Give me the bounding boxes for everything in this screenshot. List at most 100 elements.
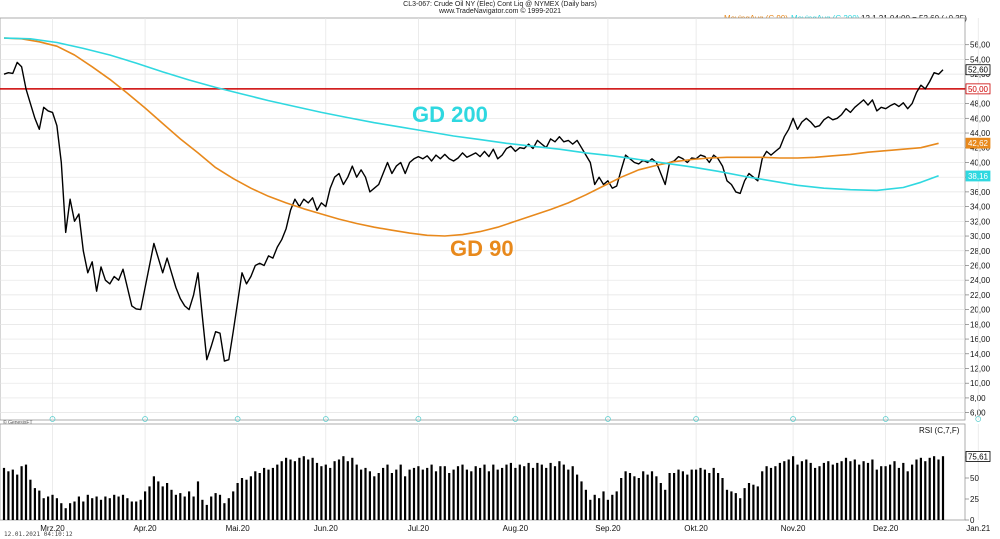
rsi-bar [434, 471, 438, 520]
rsi-bar [77, 496, 80, 520]
rsi-bar [686, 474, 689, 520]
rsi-bar [875, 469, 878, 520]
rsi-bar [82, 501, 85, 520]
rsi-bar [302, 456, 305, 520]
rsi-bar [479, 467, 482, 520]
rsi-bar [509, 462, 512, 520]
rsi-bar [562, 464, 565, 520]
rsi-bar [589, 499, 592, 520]
rsi-bar [201, 499, 204, 520]
rsi-bar [866, 462, 870, 520]
price-last-badge [965, 64, 991, 76]
rsi-bar [218, 494, 222, 520]
ma90-last-badge [965, 137, 991, 149]
rsi-bar [135, 501, 138, 520]
rsi-bar [576, 474, 579, 520]
price-ytick-label: 26,00 [970, 261, 991, 270]
rsi-bar [390, 473, 393, 520]
rsi-bar [606, 499, 609, 520]
rsi-bar [743, 488, 746, 520]
rsi-bar [602, 491, 605, 520]
rsi-bar [351, 457, 354, 520]
rsi-bar [108, 498, 111, 520]
rsi-bar [822, 462, 825, 520]
rsi-bar [505, 464, 508, 520]
rsi-bar [456, 466, 460, 520]
rsi-bar [774, 466, 777, 520]
rsi-bar [179, 493, 182, 520]
rsi-bar [426, 467, 429, 520]
rsi-bar [633, 476, 636, 520]
rsi-bar [355, 464, 358, 520]
rsi-bar [104, 496, 107, 520]
rsi-bar [174, 494, 177, 520]
price-ytick-label: 56,00 [970, 41, 991, 50]
rsi-bar [99, 499, 103, 520]
rsi-bar [386, 464, 389, 520]
rsi-bar [271, 467, 274, 520]
rsi-bar [20, 466, 23, 520]
rsi-bar [690, 469, 693, 520]
rsi-bar [210, 496, 213, 520]
rsi-bar [465, 469, 468, 520]
rsi-bar [487, 471, 490, 520]
month-label: Nov.20 [781, 524, 806, 533]
copyright-label: © GenesisFT [3, 420, 33, 426]
rsi-bar [721, 478, 724, 520]
rsi-bar [915, 459, 918, 520]
price-ytick-label: 14,00 [970, 350, 991, 359]
chart-subtitle: www.TradeNavigator.com © 1999-2021 [438, 8, 561, 15]
rsi-bar [756, 486, 759, 520]
rsi-bar [2, 467, 6, 520]
price-ytick-label: 40,00 [970, 158, 991, 167]
price-ytick-label: 28,00 [970, 247, 991, 256]
rsi-bar [399, 464, 402, 520]
rsi-bar [655, 476, 658, 520]
price-ytick-label: 24,00 [970, 276, 991, 285]
rsi-bar [95, 496, 98, 520]
rsi-bar [254, 471, 257, 520]
rsi-bar [871, 459, 874, 520]
rsi-bar [752, 484, 755, 520]
price-ytick-label: 46,00 [970, 114, 991, 123]
rsi-bar [620, 478, 623, 520]
rsi-bar [853, 459, 856, 520]
rsi-bar [263, 467, 266, 520]
ma90-line [3, 37, 939, 237]
rsi-bar [55, 498, 58, 520]
rsi-bar [712, 467, 715, 520]
rsi-bar [214, 493, 217, 520]
month-label: Sep.20 [595, 524, 621, 533]
rsi-bar [598, 498, 601, 520]
rsi-bar [276, 464, 279, 520]
rsi-bar [166, 483, 169, 520]
rsi-bar [553, 466, 557, 520]
rsi-bar [329, 467, 332, 520]
rsi-bar [800, 461, 803, 520]
rsi-bar [849, 461, 852, 520]
rsi-bar [333, 461, 336, 520]
rsi-bar [245, 479, 248, 520]
price-ytick-label: 36,00 [970, 188, 991, 197]
rsi-bar [730, 491, 733, 520]
rsi-bar [827, 461, 830, 520]
rsi-bar [906, 471, 909, 520]
price-ytick-label: 44,00 [970, 129, 991, 138]
rsi-bar [258, 473, 261, 520]
rsi-bar [47, 496, 50, 520]
event-marker-icon [882, 416, 889, 422]
rsi-bar [223, 503, 226, 520]
rsi-bar [628, 473, 632, 520]
rsi-bar [311, 457, 314, 520]
rsi-bar [545, 467, 548, 520]
rsi-bar [739, 498, 742, 520]
rsi-bar [664, 489, 667, 520]
rsi-bar [677, 469, 680, 520]
price-ytick-label: 18,00 [970, 320, 991, 329]
rsi-bar [60, 503, 63, 520]
rsi-bar [765, 466, 768, 520]
rsi-bar [924, 461, 927, 520]
rsi-bar [549, 462, 552, 520]
rsi-bar [893, 461, 896, 520]
ma200-line [3, 37, 939, 192]
